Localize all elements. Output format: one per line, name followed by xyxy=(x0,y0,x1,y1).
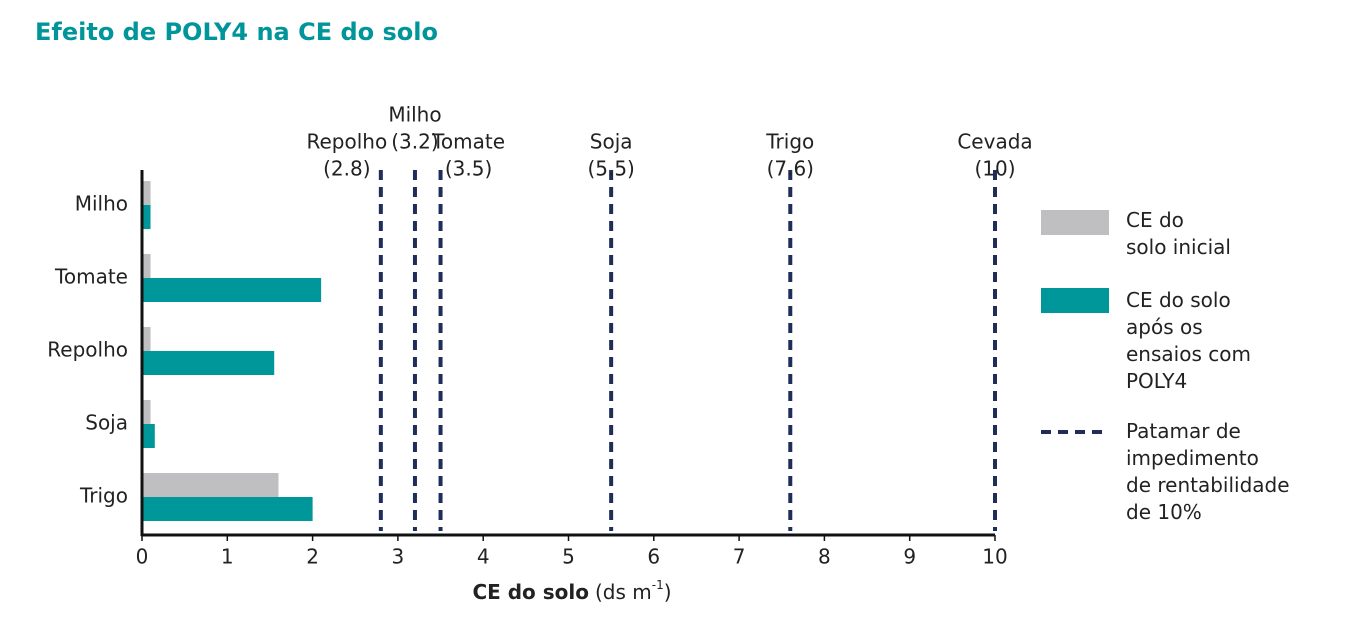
y-tick-label: Soja xyxy=(85,411,128,435)
legend-swatch xyxy=(1041,210,1109,235)
threshold-value: (3.2) xyxy=(391,130,438,154)
x-tick-label: 6 xyxy=(647,545,660,569)
y-tick-label: Repolho xyxy=(47,338,128,362)
bar xyxy=(142,327,151,351)
bar xyxy=(142,473,279,497)
threshold-name: Repolho xyxy=(306,130,387,154)
legend-label: CE do solo após os ensaios com POLY4 xyxy=(1126,288,1251,393)
threshold-name: Tomate xyxy=(431,130,505,154)
x-tick-label: 5 xyxy=(562,545,575,569)
bar xyxy=(142,205,151,229)
threshold-value: (2.8) xyxy=(323,157,370,181)
bar xyxy=(142,424,155,448)
threshold-name: Cevada xyxy=(957,130,1032,154)
bar xyxy=(142,351,275,375)
y-tick-label: Tomate xyxy=(54,265,128,289)
bar xyxy=(142,278,322,302)
x-tick-label: 1 xyxy=(221,545,234,569)
x-unit-sup: -1 xyxy=(652,578,664,592)
x-tick-label: 9 xyxy=(903,545,916,569)
y-tick-label: Milho xyxy=(75,192,128,216)
y-tick-label: Trigo xyxy=(79,484,128,508)
bar xyxy=(142,181,151,205)
x-tick-label: 2 xyxy=(306,545,319,569)
bar xyxy=(142,497,313,521)
threshold-value: (10) xyxy=(974,157,1015,181)
threshold-name: Trigo xyxy=(765,130,814,154)
x-tick-label: 8 xyxy=(818,545,831,569)
x-tick-label: 10 xyxy=(982,545,1007,569)
threshold-value: (3.5) xyxy=(445,157,492,181)
x-axis-label: CE do solo (ds m-1) xyxy=(472,578,671,604)
bar xyxy=(142,400,151,424)
threshold-name: Milho xyxy=(388,103,441,127)
chart-title: Efeito de POLY4 na CE do solo xyxy=(35,18,438,46)
threshold-value: (5.5) xyxy=(587,157,634,181)
x-tick-label: 7 xyxy=(733,545,746,569)
x-tick-label: 0 xyxy=(136,545,149,569)
legend-label: CE do solo inicial xyxy=(1126,208,1231,259)
x-tick-label: 3 xyxy=(392,545,405,569)
x-label: CE do solo xyxy=(472,580,589,604)
x-unit-end: ) xyxy=(664,580,672,604)
legend-swatch xyxy=(1041,288,1109,313)
x-unit: (ds m xyxy=(595,580,652,604)
threshold-name: Soja xyxy=(590,130,633,154)
x-tick-label: 4 xyxy=(477,545,490,569)
threshold-value: (7.6) xyxy=(767,157,814,181)
bar xyxy=(142,254,151,278)
legend-label: Patamar de impedimento de rentabilidade … xyxy=(1126,419,1290,524)
